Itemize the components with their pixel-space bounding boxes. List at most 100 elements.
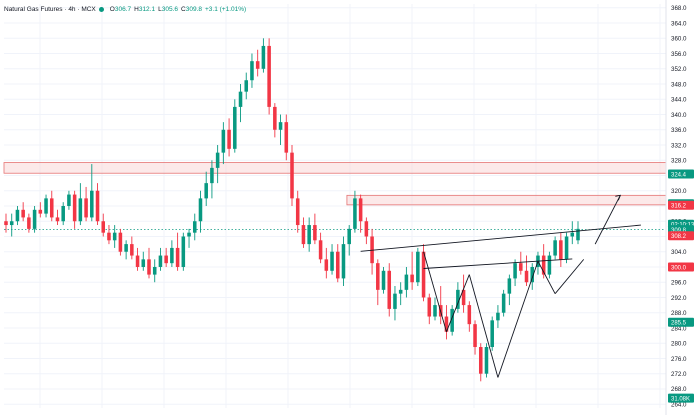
candle-body (313, 225, 317, 241)
price-axis-tick-label: 352.0 (671, 66, 687, 73)
price-axis-tick-label: 360.0 (671, 36, 687, 43)
price-badge (668, 169, 694, 179)
candle-body (15, 209, 20, 222)
price-badge-label: 285.5 (671, 321, 687, 327)
close-label: C (181, 5, 186, 13)
candle-body (564, 236, 569, 260)
candle-body (484, 347, 489, 374)
candle-body (570, 232, 575, 237)
candle-body (238, 91, 243, 107)
candle-body (152, 266, 157, 275)
price-axis-tick-label: 340.0 (671, 112, 687, 119)
candle-body (376, 263, 380, 290)
candle-body (210, 167, 214, 184)
candle-body (478, 347, 483, 374)
candle-body (461, 289, 466, 306)
market-status-dot-icon (98, 6, 104, 12)
candle-body (147, 259, 151, 275)
price-axis-tick-label: 268.0 (671, 386, 687, 393)
candle-body (490, 320, 494, 348)
close-value: 309.8 (185, 5, 202, 13)
candle-body (67, 194, 71, 206)
candle-body (507, 278, 512, 294)
candle-body (433, 305, 437, 317)
pattern-leg (537, 261, 556, 294)
low-value: 305.6 (161, 5, 179, 13)
pattern-leg (497, 261, 539, 378)
candle-body (553, 240, 557, 256)
candle-body (353, 198, 357, 229)
candle-body (49, 198, 54, 218)
price-axis-tick-label: 296.0 (671, 280, 687, 287)
pattern-leg (554, 259, 585, 294)
candle-body (456, 289, 460, 309)
price-badge-label: 316.2 (671, 204, 687, 210)
price-badge (668, 317, 694, 327)
candle-body (301, 225, 306, 245)
candle-body (450, 308, 454, 332)
price-axis-tick-label: 292.0 (671, 295, 687, 302)
low-label: L (158, 5, 162, 13)
price-axis-tick-label: 356.0 (671, 51, 687, 58)
exchange-label: MCX (81, 5, 96, 13)
candle-body (250, 61, 254, 81)
candle-body (4, 221, 8, 226)
price-axis-tick-label: 344.0 (671, 97, 687, 104)
candle-body (501, 293, 506, 313)
open-value: 306.7 (114, 5, 132, 13)
candle-body (576, 228, 580, 241)
candle-body (215, 152, 220, 168)
price-axis-tick-label: 364.0 (671, 20, 687, 27)
candle-body (181, 236, 186, 267)
candle-body (530, 266, 535, 283)
candle-body (175, 247, 180, 267)
change-value: +3.1 (+1.01%) (205, 5, 247, 13)
high-label: H (134, 5, 139, 13)
candle-body (295, 198, 300, 226)
candle-body (141, 259, 146, 267)
candle-body (341, 244, 346, 279)
candle-body (559, 240, 563, 260)
candle-body (261, 45, 266, 69)
symbol-name[interactable]: Natural Gas Futures (4, 5, 63, 13)
candle-body (324, 259, 329, 271)
candle-body (473, 324, 477, 348)
candle-body (72, 194, 77, 222)
pattern-leg (423, 251, 447, 332)
candle-body (38, 209, 43, 214)
candle-body (307, 225, 311, 245)
candle-body (273, 106, 277, 130)
projection-arrow-head-icon (615, 194, 622, 201)
candle-body (387, 270, 392, 309)
candle-body (358, 198, 363, 222)
candle-body (284, 122, 289, 153)
candle-body (410, 274, 414, 283)
symbol-legend[interactable]: Natural Gas Futures · 4h · MCX O306.7 H3… (4, 5, 247, 13)
candle-body (204, 183, 208, 199)
price-axis-tick-label: 264.0 (671, 401, 687, 408)
candle-body (192, 221, 197, 233)
candle-body (44, 198, 48, 214)
price-axis-tick-label: 332.0 (671, 142, 687, 149)
candle-body (393, 293, 397, 309)
candle-body (124, 244, 128, 252)
candle-body (267, 45, 271, 107)
candle-body (198, 198, 203, 222)
candle-body (519, 263, 523, 271)
candle-body (524, 270, 529, 283)
candle-body (427, 297, 432, 317)
candle-body (421, 251, 426, 298)
price-axis-tick-label: 288.0 (671, 310, 687, 317)
interval-label[interactable]: 4h (68, 5, 76, 13)
candle-body (255, 61, 260, 69)
price-axis-tick-label: 272.0 (671, 371, 687, 378)
candle-body (55, 217, 60, 222)
price-axis-tick-label: 328.0 (671, 158, 687, 165)
candle-body (170, 247, 174, 264)
candle-body (541, 255, 546, 275)
candle-body (467, 305, 472, 325)
candle-body (9, 221, 14, 226)
candle-body (107, 232, 111, 241)
